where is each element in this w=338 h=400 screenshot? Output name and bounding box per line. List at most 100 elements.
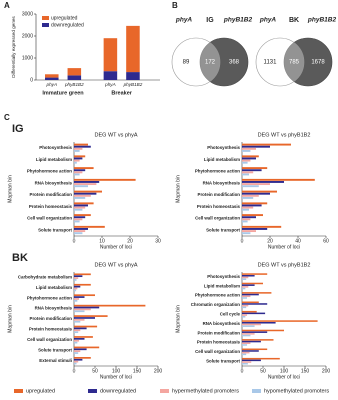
category-label: Photosynthesis — [207, 274, 240, 279]
bar — [242, 282, 263, 285]
bar — [242, 216, 256, 219]
set-circle — [171, 37, 221, 87]
bar-segment — [67, 75, 82, 80]
chart-title: DEG WT vs phyA — [95, 132, 138, 138]
bar — [74, 171, 83, 174]
category-label: RNA biosynthesis — [203, 321, 241, 326]
bar — [242, 323, 261, 326]
bar — [242, 351, 250, 354]
bar — [242, 359, 261, 362]
bar — [242, 278, 247, 280]
bar — [74, 315, 108, 317]
bar — [242, 284, 255, 286]
bar — [74, 348, 87, 351]
group-label: Breaker — [111, 90, 132, 96]
category-label: Carbohydrate metabolism — [18, 274, 72, 279]
category-label: Protein homeostasis — [29, 327, 73, 332]
legend-label: hypomethylated promoters — [264, 388, 329, 394]
bar — [242, 361, 252, 363]
category-label: Protein modification — [198, 330, 241, 335]
x-axis-label: Number of loci — [100, 244, 132, 250]
bar — [74, 283, 91, 286]
set-label: phyB1B2 — [223, 17, 253, 24]
bar — [74, 273, 91, 276]
venn-label: IG — [206, 17, 214, 24]
bar — [242, 304, 249, 307]
x-tick-label: 40 — [295, 238, 301, 244]
bar — [74, 185, 88, 188]
bar — [74, 218, 83, 221]
bar — [242, 204, 262, 207]
category-label: Phytohormone action — [195, 293, 240, 298]
bar — [242, 362, 248, 365]
category-label: Lipid metabolism — [36, 285, 72, 290]
y-axis-label: Mapman bin — [7, 305, 13, 333]
category-label: Protein modification — [30, 192, 73, 197]
set-circle — [199, 37, 249, 87]
bar — [74, 178, 136, 181]
category-label: Cell cycle — [220, 311, 241, 316]
bar — [242, 297, 248, 299]
x-axis-label: Number of loci — [268, 244, 300, 250]
y-tick-label: 0 — [30, 77, 33, 83]
category-label: Phytohormone action — [195, 169, 240, 174]
bar — [242, 293, 259, 296]
y-tick-label: 2000 — [22, 33, 33, 39]
category-label: Cell wall organization — [27, 216, 72, 221]
bar — [74, 181, 100, 183]
bar — [242, 155, 259, 158]
category-label: Phytohormone action — [27, 169, 72, 174]
bar — [74, 183, 97, 186]
venn-count: 89 — [183, 60, 190, 66]
bar — [74, 216, 86, 219]
bar — [74, 308, 91, 311]
bar — [74, 294, 95, 297]
bar — [74, 157, 83, 160]
bar — [74, 204, 88, 207]
bar — [242, 206, 254, 209]
category-label: Photosynthesis — [207, 145, 240, 150]
bar — [242, 194, 259, 197]
bar — [242, 218, 251, 221]
legend-swatch — [14, 389, 23, 393]
bar — [242, 334, 251, 337]
bar — [74, 208, 83, 211]
bar — [74, 228, 88, 230]
x-axis-label: Number of loci — [268, 374, 300, 380]
category-label: Lipid metabolism — [204, 283, 240, 288]
x-tick-label: 150 — [133, 368, 142, 374]
bar — [74, 190, 102, 193]
bar — [242, 161, 248, 164]
bar — [242, 159, 251, 162]
bar — [242, 273, 268, 275]
chart-title: DEG WT vs phyA — [95, 262, 138, 268]
bar — [74, 320, 81, 323]
panel-label: A — [4, 1, 10, 10]
bar — [74, 304, 146, 307]
bar — [74, 275, 83, 278]
legend-label: upregulated — [26, 388, 55, 394]
bar — [242, 171, 254, 174]
category-label: Protein modification — [198, 192, 241, 197]
set-label: phyA — [259, 17, 277, 24]
category-label: Solute transport — [206, 358, 240, 363]
bar — [242, 312, 266, 315]
bar — [74, 339, 80, 342]
bar — [74, 173, 80, 176]
x-tick-label: 0 — [241, 368, 244, 374]
legend-swatch — [88, 389, 97, 393]
bar — [242, 329, 284, 332]
bar — [242, 208, 249, 211]
x-tick-label: 0 — [73, 368, 76, 374]
category-label: Cell wall organization — [195, 349, 240, 354]
x-tick-label: phyB1B2 — [123, 82, 143, 87]
venn-count: 172 — [205, 60, 216, 66]
bar — [74, 362, 77, 365]
category-label: Cell wall organization — [27, 337, 72, 342]
bar — [74, 338, 85, 340]
bar — [74, 299, 78, 302]
x-tick-label: 20 — [127, 238, 133, 244]
bar — [242, 202, 268, 205]
bar — [74, 214, 91, 217]
x-tick-label: 50 — [260, 368, 266, 374]
